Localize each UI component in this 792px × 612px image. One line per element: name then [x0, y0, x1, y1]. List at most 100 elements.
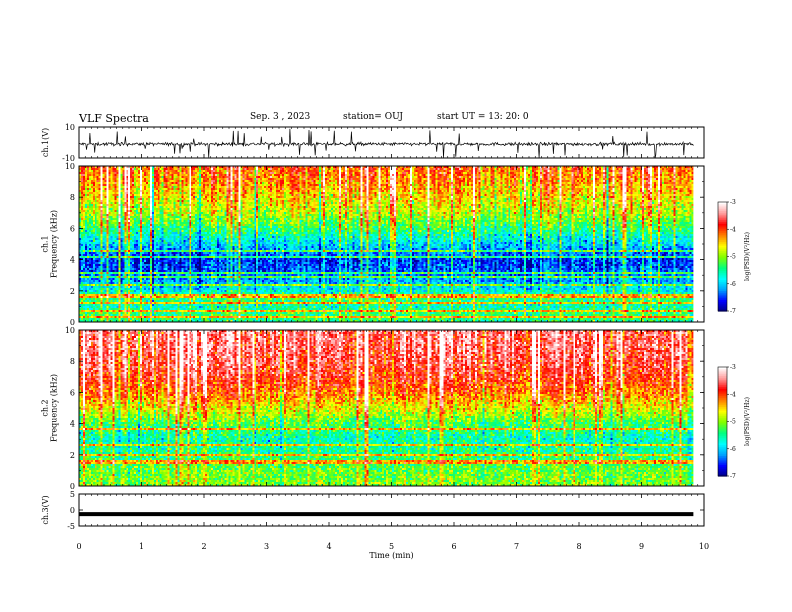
colorbar-swatch [718, 238, 727, 241]
colorbar-swatch [718, 261, 727, 265]
colorbar-swatch [718, 450, 727, 453]
colorbar-swatch [718, 296, 727, 299]
colorbar-swatch [718, 301, 727, 305]
ch1-waveform-frame [78, 126, 705, 159]
colorbar-swatch [718, 283, 727, 287]
colorbar-swatch [718, 421, 727, 424]
colorbar-swatch [718, 388, 727, 392]
colorbar-swatch [718, 441, 727, 444]
colorbar-swatch [718, 461, 727, 464]
y-tick-label: 5 [70, 490, 75, 499]
colorbar-swatch [718, 386, 727, 390]
colorbar-tick-label: -6 [730, 446, 736, 453]
colorbar-swatch [718, 269, 727, 272]
y-axis-label: ch.1(V) [41, 128, 50, 157]
colorbar-swatch [718, 292, 727, 296]
colorbar-tick-label: -4 [730, 226, 736, 233]
colorbar-swatch [718, 408, 727, 412]
colorbar-swatch [718, 414, 727, 417]
colorbar-swatch [718, 425, 727, 428]
spectrogram-image [79, 330, 694, 486]
colorbar-swatch [718, 377, 727, 381]
colorbar-swatch [718, 234, 727, 238]
y-tick-label: 10 [65, 162, 75, 171]
colorbar-swatch [718, 243, 727, 247]
y-tick-label: 0 [70, 506, 75, 515]
y-tick-label: 2 [70, 451, 75, 460]
colorbar-swatch [718, 280, 727, 283]
colorbar-swatch [718, 403, 727, 406]
ch1-spectrogram-panel: 0 2 4 6 8 10 ch.1 Frequency (kHz) [41, 162, 705, 327]
colorbar-swatch [718, 236, 727, 239]
colorbar-swatch [718, 221, 727, 225]
station-label: station= OUJ [343, 112, 404, 122]
colorbar-swatch [718, 260, 727, 263]
y-tick-label: -10 [62, 154, 75, 163]
colorbar-swatch [718, 249, 727, 252]
colorbar-swatch [718, 426, 727, 430]
colorbar-tick-label: -7 [730, 473, 736, 480]
colorbar-swatch [718, 446, 727, 450]
x-tick-label: 7 [514, 542, 519, 551]
colorbar-swatch [718, 281, 727, 285]
colorbar-swatch [718, 287, 727, 290]
colorbar-swatch [718, 397, 727, 401]
colorbar-swatch [718, 254, 727, 258]
ch1-waveform-panel: 10 -10 ch.1(V) [41, 123, 705, 163]
y-tick-label: 0 [70, 318, 75, 327]
colorbar-tick-label: -6 [730, 281, 736, 288]
colorbar-swatch [718, 251, 727, 254]
colorbar-swatch [718, 258, 727, 261]
colorbar-swatch [718, 225, 727, 229]
colorbar-tick-label: -4 [730, 391, 736, 398]
date-label: Sep. 3 , 2023 [250, 112, 311, 122]
colorbar-swatch [718, 271, 727, 274]
colorbar-swatch [718, 454, 727, 457]
colorbar-swatch [718, 278, 727, 281]
colorbar-swatch [718, 448, 727, 452]
colorbar-swatch [718, 394, 727, 397]
y-tick-label: 8 [70, 357, 75, 366]
colorbar-swatch [718, 385, 727, 388]
colorbar-swatch [718, 412, 727, 415]
colorbar-swatch [718, 399, 727, 403]
time-axis: 0 1 2 3 4 5 6 7 8 9 10 Time (min) [76, 542, 709, 560]
colorbar-swatch [718, 245, 727, 249]
colorbar-swatch [718, 405, 727, 408]
x-tick-label: 10 [699, 542, 709, 551]
colorbar-swatch [718, 416, 727, 419]
y-tick-label: 10 [65, 123, 75, 132]
colorbar-swatch [718, 205, 727, 209]
colorbar-swatch [718, 419, 727, 423]
x-tick-label: 9 [639, 542, 644, 551]
y-tick-label: 2 [70, 287, 75, 296]
colorbar-swatch [718, 218, 727, 221]
y-axis-label: Frequency (kHz) [50, 374, 59, 442]
colorbar-swatch [718, 465, 727, 468]
colorbar-swatch [718, 368, 727, 372]
colorbar-swatch [718, 252, 727, 256]
y-tick-label: 8 [70, 193, 75, 202]
figure-title: VLF Spectra [79, 112, 149, 125]
colorbar-swatch [718, 379, 727, 383]
colorbar-swatch [718, 241, 727, 245]
colorbar-ch1: -3 -4 -5 -6 -7 log(PSD)(V²/Hz) [717, 199, 751, 315]
colorbar-swatch [718, 229, 727, 232]
colorbar-swatch [718, 434, 727, 437]
colorbar-swatch [718, 406, 727, 410]
colorbar-swatch [718, 417, 727, 421]
colorbar-swatch [718, 423, 727, 426]
colorbar-swatch [718, 445, 727, 448]
colorbar-swatch [718, 303, 727, 307]
colorbar-swatch [718, 376, 727, 379]
colorbar-swatch [718, 436, 727, 439]
colorbar-swatch [718, 240, 727, 243]
colorbar-swatch [718, 265, 727, 268]
colorbar-swatch [718, 428, 727, 432]
colorbar-swatch [718, 372, 727, 375]
colorbar-swatch [718, 220, 727, 223]
colorbar-tick-label: -5 [730, 254, 736, 261]
colorbar-swatch [718, 456, 727, 459]
colorbar-swatch [718, 263, 727, 267]
